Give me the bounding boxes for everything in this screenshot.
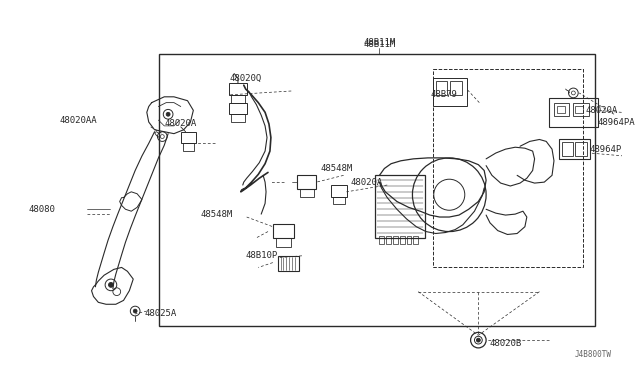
Bar bbox=[400, 237, 404, 244]
Bar bbox=[387, 237, 391, 244]
Bar bbox=[273, 224, 294, 238]
Bar bbox=[393, 237, 398, 244]
Bar bbox=[229, 103, 246, 114]
Circle shape bbox=[109, 282, 113, 287]
Bar bbox=[278, 256, 299, 271]
Text: 48964P: 48964P bbox=[590, 145, 622, 154]
Text: 48B11M: 48B11M bbox=[364, 38, 396, 47]
Bar bbox=[229, 83, 246, 95]
Bar bbox=[573, 103, 589, 116]
Bar bbox=[554, 103, 570, 116]
Text: 48080: 48080 bbox=[29, 205, 56, 214]
Text: 48020AA: 48020AA bbox=[60, 116, 97, 125]
Bar bbox=[331, 185, 346, 197]
Bar bbox=[300, 189, 314, 197]
Text: J4B800TW: J4B800TW bbox=[575, 350, 612, 359]
Circle shape bbox=[166, 112, 170, 116]
Bar bbox=[297, 175, 316, 189]
Bar bbox=[380, 237, 385, 244]
Bar bbox=[549, 98, 598, 127]
Bar bbox=[436, 81, 447, 95]
Bar bbox=[333, 197, 344, 205]
Text: 48548M: 48548M bbox=[200, 209, 232, 219]
Bar bbox=[159, 54, 595, 326]
Bar bbox=[557, 106, 564, 113]
Bar bbox=[406, 237, 412, 244]
Text: 48548M: 48548M bbox=[321, 164, 353, 173]
Text: 48B10P: 48B10P bbox=[246, 251, 278, 260]
Text: 48020A: 48020A bbox=[350, 177, 383, 187]
Bar bbox=[559, 140, 590, 159]
Text: 48964PA: 48964PA bbox=[598, 118, 636, 126]
Bar bbox=[276, 238, 291, 247]
Bar bbox=[575, 106, 583, 113]
Text: 48025A: 48025A bbox=[145, 310, 177, 318]
Bar bbox=[180, 132, 196, 143]
Text: 48020Q: 48020Q bbox=[229, 74, 262, 83]
Text: 48B11M: 48B11M bbox=[364, 40, 396, 49]
Bar bbox=[562, 142, 573, 156]
Text: 48020A: 48020A bbox=[586, 106, 618, 115]
Bar bbox=[413, 237, 419, 244]
Bar bbox=[182, 143, 195, 151]
Text: 48020A: 48020A bbox=[164, 119, 196, 128]
Bar bbox=[231, 95, 244, 103]
Bar bbox=[231, 114, 244, 122]
Circle shape bbox=[133, 309, 137, 313]
Circle shape bbox=[474, 336, 482, 344]
Bar bbox=[451, 81, 462, 95]
Bar bbox=[433, 69, 583, 267]
Bar bbox=[374, 175, 425, 238]
Bar bbox=[575, 142, 587, 156]
Text: 48B79: 48B79 bbox=[431, 90, 458, 99]
Circle shape bbox=[476, 338, 480, 342]
Text: 48020B: 48020B bbox=[490, 339, 522, 347]
Bar bbox=[433, 78, 467, 106]
